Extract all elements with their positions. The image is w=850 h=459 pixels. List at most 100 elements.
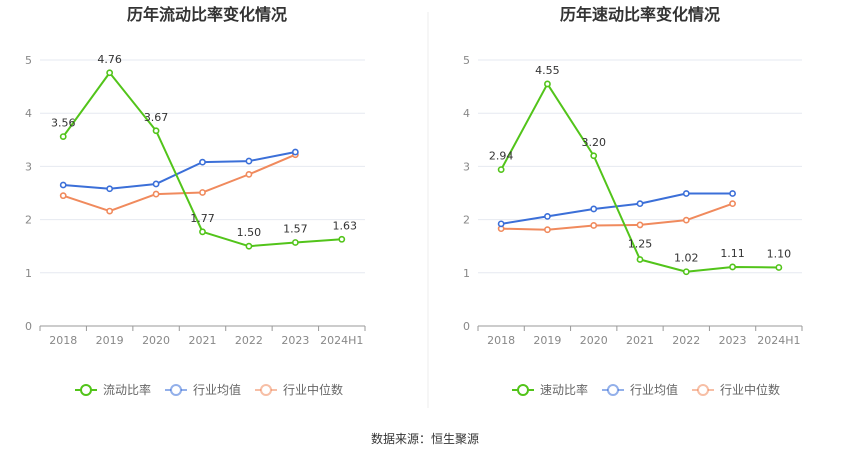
- data-label: 4.76: [97, 53, 122, 66]
- data-point[interactable]: [590, 152, 598, 160]
- data-point[interactable]: [682, 190, 690, 197]
- x-tick-label: 2023: [719, 334, 747, 347]
- x-tick-label: 2018: [487, 334, 515, 347]
- y-tick-label: 0: [463, 320, 470, 333]
- legend-label: 行业中位数: [720, 382, 780, 397]
- x-tick-label: 2020: [580, 334, 608, 347]
- data-point[interactable]: [106, 207, 114, 215]
- x-tick-label: 2020: [142, 334, 170, 347]
- data-point[interactable]: [106, 69, 114, 77]
- data-point[interactable]: [682, 268, 690, 276]
- y-tick-label: 1: [25, 267, 32, 280]
- legend-label: 行业中位数: [283, 382, 343, 397]
- legend-label: 流动比率: [103, 382, 151, 397]
- data-label: 2.94: [489, 150, 514, 163]
- x-tick-label: 2022: [235, 334, 263, 347]
- data-point[interactable]: [245, 157, 253, 165]
- legend-label: 行业均值: [630, 382, 678, 397]
- data-source-note: 数据来源：恒生聚源: [371, 431, 479, 446]
- data-point[interactable]: [729, 263, 736, 271]
- data-point[interactable]: [152, 190, 160, 198]
- data-label: 1.11: [720, 247, 745, 260]
- x-tick-label: 2021: [189, 334, 217, 347]
- x-tick-label: 2018: [49, 334, 77, 347]
- y-tick-label: 4: [463, 107, 470, 120]
- chart-title: 历年流动比率变化情况: [127, 5, 287, 24]
- legend-marker: [607, 384, 619, 396]
- series-line: [62, 153, 296, 213]
- data-point[interactable]: [59, 133, 67, 141]
- quick-ratio-chart: 历年速动比率变化情况 0 1 2 3 4 5 2018 2019 2020 2021 2022 2023…: [463, 5, 803, 397]
- legend-marker: [517, 384, 529, 396]
- legend-label: 行业均值: [193, 382, 241, 397]
- y-tick-label: 5: [25, 54, 32, 67]
- data-point[interactable]: [199, 228, 206, 236]
- data-point[interactable]: [682, 216, 690, 224]
- data-point[interactable]: [59, 192, 67, 200]
- data-point[interactable]: [497, 166, 505, 173]
- x-tick-label: 2022: [672, 334, 700, 347]
- data-point[interactable]: [729, 200, 736, 208]
- data-point[interactable]: [775, 264, 783, 271]
- y-tick-label: 0: [25, 320, 32, 333]
- data-label: 1.25: [628, 238, 653, 251]
- data-label: 4.55: [535, 64, 560, 77]
- x-tick-label: 2021: [626, 334, 654, 347]
- series-line: [501, 202, 733, 231]
- data-point[interactable]: [199, 189, 206, 196]
- x-tick-label: 2019: [96, 334, 124, 347]
- data-point[interactable]: [590, 205, 598, 213]
- legend-item[interactable]: 速动比率: [512, 382, 588, 397]
- data-point[interactable]: [590, 222, 598, 229]
- data-label: 3.20: [581, 136, 606, 149]
- data-point[interactable]: [199, 158, 206, 166]
- data-point[interactable]: [544, 213, 551, 220]
- series-line: [63, 151, 296, 190]
- legend-item[interactable]: 行业均值: [602, 382, 678, 397]
- x-tick-label: 2024H1: [757, 334, 800, 347]
- data-point[interactable]: [497, 220, 505, 228]
- legend-item[interactable]: 流动比率: [75, 382, 151, 397]
- data-point[interactable]: [544, 226, 551, 234]
- legend-item[interactable]: 行业中位数: [255, 382, 343, 397]
- data-point[interactable]: [106, 185, 114, 193]
- legend-label: 速动比率: [540, 382, 588, 397]
- data-point[interactable]: [245, 170, 253, 178]
- data-label: 1.63: [333, 219, 358, 232]
- x-tick-label: 2019: [533, 334, 561, 347]
- current-ratio-chart: 历年流动比率变化情况 0 1 2 3 4 5 2018 2019 2020 2021 2022 2023…: [25, 5, 366, 397]
- legend-item[interactable]: 行业中位数: [692, 382, 780, 397]
- legend-marker: [170, 384, 182, 396]
- chart-title: 历年速动比率变化情况: [560, 5, 720, 24]
- data-point[interactable]: [291, 148, 299, 156]
- data-label: 1.02: [674, 252, 699, 265]
- data-point[interactable]: [544, 80, 551, 88]
- y-tick-label: 2: [463, 214, 470, 227]
- data-point[interactable]: [291, 239, 299, 246]
- x-tick-label: 2024H1: [320, 334, 363, 347]
- legend-marker: [260, 384, 272, 396]
- data-point[interactable]: [245, 242, 253, 250]
- data-point[interactable]: [729, 190, 736, 197]
- y-tick-label: 2: [25, 214, 32, 227]
- data-point[interactable]: [59, 181, 67, 189]
- legend-item[interactable]: 行业均值: [165, 382, 241, 397]
- y-tick-label: 4: [25, 107, 32, 120]
- data-point[interactable]: [636, 200, 644, 208]
- y-tick-label: 5: [463, 54, 470, 67]
- legend-marker: [80, 384, 92, 396]
- x-tick-label: 2023: [281, 334, 309, 347]
- data-point[interactable]: [152, 127, 160, 135]
- data-label: 3.56: [51, 117, 76, 130]
- legend-marker: [697, 384, 709, 396]
- data-point[interactable]: [152, 180, 160, 188]
- data-point[interactable]: [636, 256, 644, 263]
- y-tick-label: 3: [25, 160, 32, 173]
- data-label: 1.77: [190, 212, 215, 225]
- data-label: 1.50: [237, 226, 262, 239]
- y-tick-label: 1: [463, 267, 470, 280]
- data-label: 1.57: [283, 222, 308, 235]
- data-point[interactable]: [636, 221, 644, 229]
- data-point[interactable]: [338, 235, 346, 243]
